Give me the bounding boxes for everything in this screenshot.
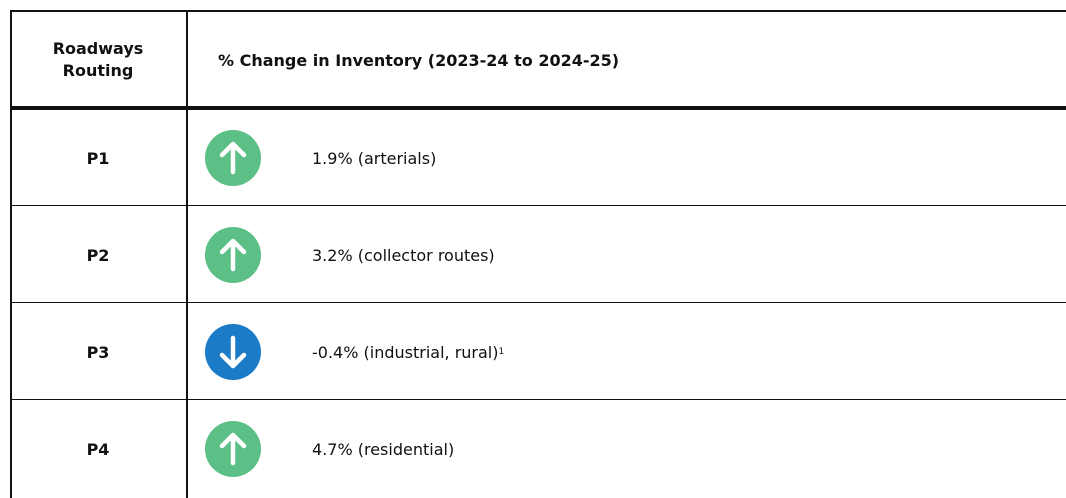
- route-cell: P3: [86, 342, 110, 362]
- header-text: Roadways Routing: [52, 39, 144, 80]
- change-cell: -0.4% (industrial, rural) 1: [312, 304, 504, 400]
- down-arrow-icon: [205, 324, 261, 380]
- header-divider: [10, 106, 1066, 110]
- change-text: -0.4% (industrial, rural): [312, 342, 499, 362]
- route-cell: P1: [86, 148, 110, 168]
- up-arrow-icon: [205, 130, 261, 186]
- table-frame: [10, 10, 1066, 498]
- up-arrow-icon: [205, 227, 261, 283]
- route-cell: P2: [86, 245, 110, 265]
- row-divider: [10, 399, 1066, 400]
- column-divider: [186, 10, 188, 498]
- header-cell: Roadways Routing: [10, 12, 186, 108]
- footnote-marker: 1: [498, 347, 505, 357]
- change-cell: 1.9% (arterials): [312, 148, 437, 168]
- up-arrow-icon: [205, 421, 261, 477]
- change-cell: 4.7% (residential): [312, 439, 455, 459]
- change-cell: 3.2% (collector routes): [312, 245, 495, 265]
- row-divider: [10, 302, 1066, 303]
- route-cell: P4: [86, 439, 110, 459]
- header-cell: % Change in Inventory (2023-24 to 2024-2…: [218, 50, 620, 70]
- row-divider: [10, 205, 1066, 206]
